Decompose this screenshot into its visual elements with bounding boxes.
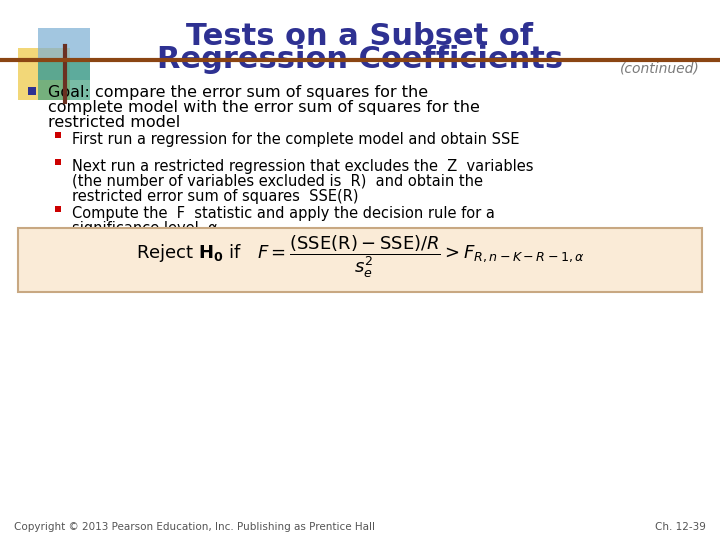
Text: Regression Coefficients: Regression Coefficients [157,45,563,74]
Text: Ch. 12-39: Ch. 12-39 [655,522,706,532]
Bar [55,132,61,138]
Text: (the number of variables excluded is  R)  and obtain the: (the number of variables excluded is R) … [72,174,483,189]
Text: (continued): (continued) [620,62,700,76]
Text: Tests on a Subset of: Tests on a Subset of [186,22,534,51]
Text: Goal: compare the error sum of squares for the: Goal: compare the error sum of squares f… [48,85,428,100]
Bar [55,206,61,212]
Text: significance level  α: significance level α [72,221,217,236]
Text: First run a regression for the complete model and obtain SSE: First run a regression for the complete … [72,132,520,147]
Bar [28,87,36,95]
Text: Reject $\mathbf{H_0}$ if   $F = \dfrac{(\mathrm{SSE(R)}-\mathrm{SSE})/R}{s_e^2} : Reject $\mathbf{H_0}$ if $F = \dfrac{(\m… [135,234,585,280]
FancyBboxPatch shape [38,28,90,80]
Text: Copyright © 2013 Pearson Education, Inc. Publishing as Prentice Hall: Copyright © 2013 Pearson Education, Inc.… [14,522,375,532]
Bar [55,159,61,165]
FancyBboxPatch shape [38,58,90,100]
Text: restricted model: restricted model [48,115,180,130]
FancyBboxPatch shape [18,228,702,292]
Text: Next run a restricted regression that excludes the  Z  variables: Next run a restricted regression that ex… [72,159,534,174]
Text: restricted error sum of squares  SSE(R): restricted error sum of squares SSE(R) [72,189,359,204]
FancyBboxPatch shape [18,48,70,100]
Text: complete model with the error sum of squares for the: complete model with the error sum of squ… [48,100,480,115]
Text: Compute the  F  statistic and apply the decision rule for a: Compute the F statistic and apply the de… [72,206,495,221]
